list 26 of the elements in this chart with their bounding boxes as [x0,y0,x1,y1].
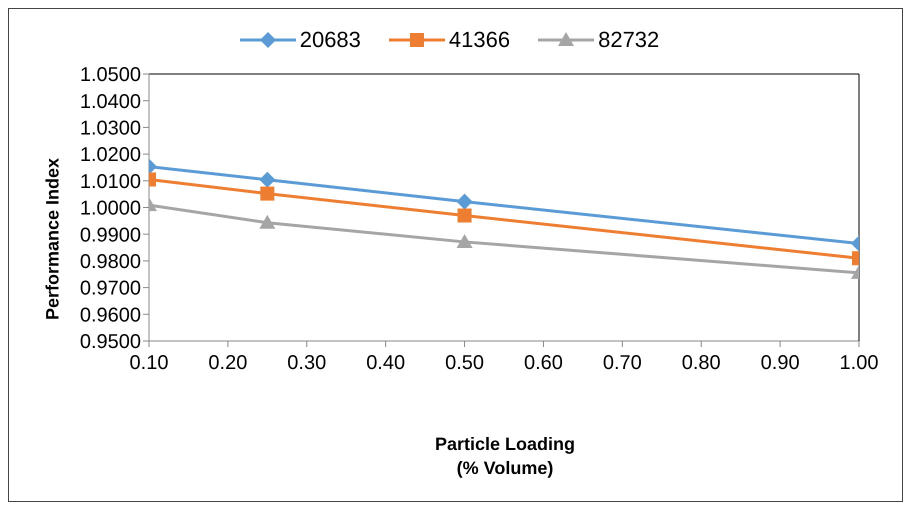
y-tick-label: 1.0100 [80,170,141,193]
x-tick-label: 0.10 [130,352,168,374]
x-tick-label: 0.30 [287,352,326,374]
x-tick-label: 0.90 [760,352,800,374]
y-tick-label: 1.0200 [80,144,141,166]
y-axis-title: Performance Index [42,158,64,320]
y-tick-label: 1.0400 [80,90,141,113]
legend-label: 82732 [598,27,660,53]
y-tick-label: 0.9900 [80,224,141,246]
y-tick-label: 0.9700 [80,278,141,300]
x-tick-label: 0.80 [682,352,721,374]
legend-label: 20683 [300,27,361,53]
x-tick-label: 0.60 [524,352,563,374]
x-tick-label: 0.50 [445,352,484,374]
x-tick-label: 0.70 [602,352,642,374]
y-tick-label: 1.0500 [80,64,141,86]
x-tick-label: 0.40 [366,352,406,374]
y-tick-label: 0.9600 [80,304,141,326]
legend-label: 41366 [448,27,510,53]
x-axis-title: Particle Loading (% Volume) [434,433,576,480]
y-tick-label: 1.0000 [80,198,141,220]
y-tick-label: 0.9800 [80,251,141,273]
x-tick-label: 0.20 [208,352,248,374]
x-tick-label: 1.00 [840,352,878,374]
y-tick-label: 1.0300 [80,118,141,140]
y-tick-label: 0.9500 [80,331,141,354]
